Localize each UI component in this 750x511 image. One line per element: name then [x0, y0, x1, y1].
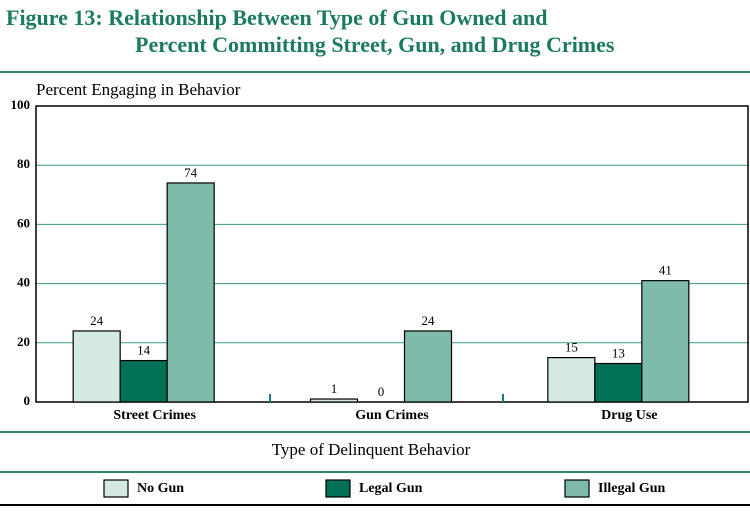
legend-swatch	[103, 479, 129, 498]
y-tick-label: 100	[11, 97, 31, 112]
value-label: 24	[90, 313, 104, 328]
legend-label: Legal Gun	[359, 481, 423, 496]
bar	[641, 280, 690, 403]
value-label: 1	[331, 381, 338, 396]
chart-title: Figure 13: Relationship Between Type of …	[6, 5, 548, 30]
legend-swatch	[564, 479, 590, 498]
value-label: 24	[422, 313, 436, 328]
y-tick-label: 60	[17, 215, 30, 230]
x-tick-label: Gun Crimes	[355, 408, 429, 423]
value-label: 74	[184, 165, 198, 180]
value-label: 0	[378, 384, 385, 399]
plot-frame	[35, 105, 749, 403]
y-tick-label: 40	[17, 275, 30, 290]
value-label: 14	[137, 343, 151, 358]
bar	[72, 330, 121, 403]
bar	[403, 330, 453, 403]
x-tick-label: Street Crimes	[113, 408, 196, 423]
bar	[547, 357, 596, 403]
x-axis-label: Type of Delinquent Behavior	[272, 440, 471, 459]
legend-label: No Gun	[137, 481, 184, 496]
y-tick-label: 0	[24, 393, 31, 408]
value-label: 41	[659, 263, 672, 278]
bar	[119, 359, 168, 403]
y-tick-label: 80	[17, 156, 30, 171]
bar	[309, 398, 359, 403]
chart-title: Percent Committing Street, Gun, and Drug…	[135, 32, 615, 57]
legend-swatch	[325, 479, 351, 498]
legend-label: Illegal Gun	[598, 481, 666, 496]
bar	[166, 182, 215, 403]
value-label: 15	[565, 340, 578, 355]
bar	[594, 362, 643, 403]
value-label: 13	[612, 346, 625, 361]
y-tick-label: 20	[17, 334, 30, 349]
x-tick-label: Drug Use	[601, 408, 657, 423]
y-axis-label: Percent Engaging in Behavior	[36, 80, 241, 99]
